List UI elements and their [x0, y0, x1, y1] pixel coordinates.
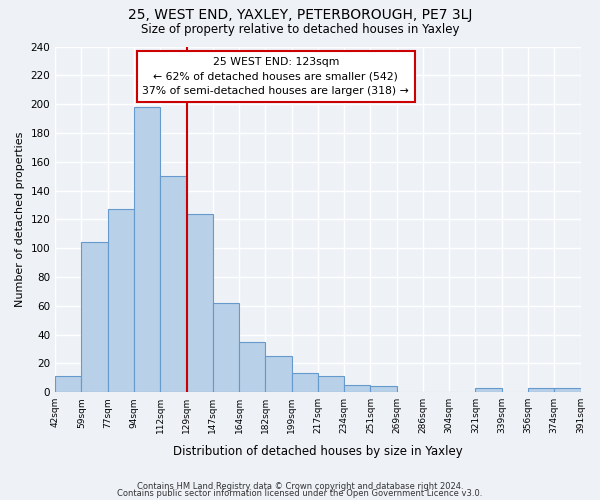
- Text: 25 WEST END: 123sqm
← 62% of detached houses are smaller (542)
37% of semi-detac: 25 WEST END: 123sqm ← 62% of detached ho…: [142, 57, 409, 96]
- Text: Size of property relative to detached houses in Yaxley: Size of property relative to detached ho…: [141, 22, 459, 36]
- Text: Contains HM Land Registry data © Crown copyright and database right 2024.: Contains HM Land Registry data © Crown c…: [137, 482, 463, 491]
- Text: Contains public sector information licensed under the Open Government Licence v3: Contains public sector information licen…: [118, 490, 482, 498]
- Bar: [213, 303, 239, 392]
- Text: 25, WEST END, YAXLEY, PETERBOROUGH, PE7 3LJ: 25, WEST END, YAXLEY, PETERBOROUGH, PE7 …: [128, 8, 472, 22]
- Bar: [344, 385, 370, 392]
- Bar: [160, 176, 187, 392]
- Bar: [318, 376, 344, 392]
- Bar: [239, 342, 265, 392]
- Bar: [528, 388, 554, 392]
- Bar: [108, 209, 134, 392]
- Bar: [187, 214, 213, 392]
- Bar: [475, 388, 502, 392]
- Bar: [55, 376, 82, 392]
- Bar: [134, 107, 160, 392]
- Bar: [554, 388, 581, 392]
- X-axis label: Distribution of detached houses by size in Yaxley: Distribution of detached houses by size …: [173, 444, 463, 458]
- Bar: [82, 242, 108, 392]
- Bar: [265, 356, 292, 392]
- Bar: [292, 374, 318, 392]
- Bar: [370, 386, 397, 392]
- Y-axis label: Number of detached properties: Number of detached properties: [15, 132, 25, 307]
